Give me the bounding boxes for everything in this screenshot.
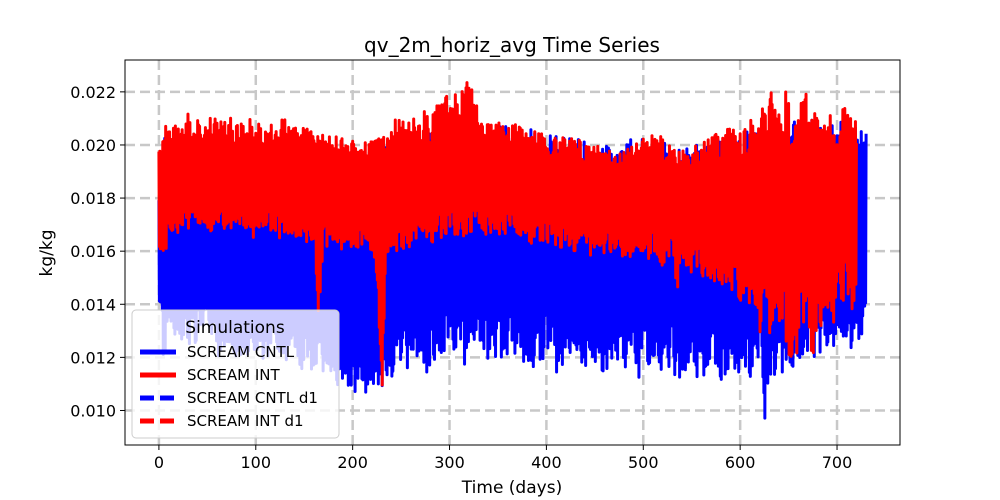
x-tick-label: 700	[822, 453, 853, 472]
series-line	[157, 81, 858, 387]
x-tick-label: 400	[531, 453, 562, 472]
x-tick-label: 200	[337, 453, 368, 472]
x-axis: 0 100 200 300 400 500 600 700	[154, 445, 852, 472]
legend-label-3: SCREAM INT d1	[187, 412, 304, 430]
y-tick-label: 0.012	[70, 348, 116, 367]
y-tick-label: 0.020	[70, 136, 116, 155]
y-tick-label: 0.016	[70, 242, 116, 261]
plot-area	[157, 81, 868, 420]
x-tick-label: 500	[628, 453, 659, 472]
x-tick-label: 100	[241, 453, 272, 472]
chart-title: qv_2m_horiz_avg Time Series	[364, 33, 660, 57]
series-scream-int	[157, 81, 858, 387]
legend-label-0: SCREAM CNTL	[187, 343, 295, 361]
legend-label-2: SCREAM CNTL d1	[187, 389, 318, 407]
legend-box	[131, 309, 340, 439]
y-tick-label: 0.022	[70, 83, 116, 102]
legend: Simulations SCREAM CNTL SCREAM INT SCREA…	[131, 309, 340, 439]
y-tick-label: 0.014	[70, 295, 116, 314]
y-tick-label: 0.018	[70, 189, 116, 208]
x-tick-label: 0	[154, 453, 164, 472]
legend-label-1: SCREAM INT	[187, 366, 281, 384]
axes-frame	[124, 59, 901, 446]
x-tick-label: 600	[725, 453, 756, 472]
y-axis: 0.010 0.012 0.014 0.016 0.018 0.020 0.022	[70, 83, 125, 420]
x-axis-label: Time (days)	[461, 478, 562, 498]
y-axis-label: kg/kg	[37, 230, 57, 277]
y-tick-label: 0.010	[70, 401, 116, 420]
legend-title: Simulations	[185, 318, 285, 338]
x-tick-label: 300	[434, 453, 465, 472]
